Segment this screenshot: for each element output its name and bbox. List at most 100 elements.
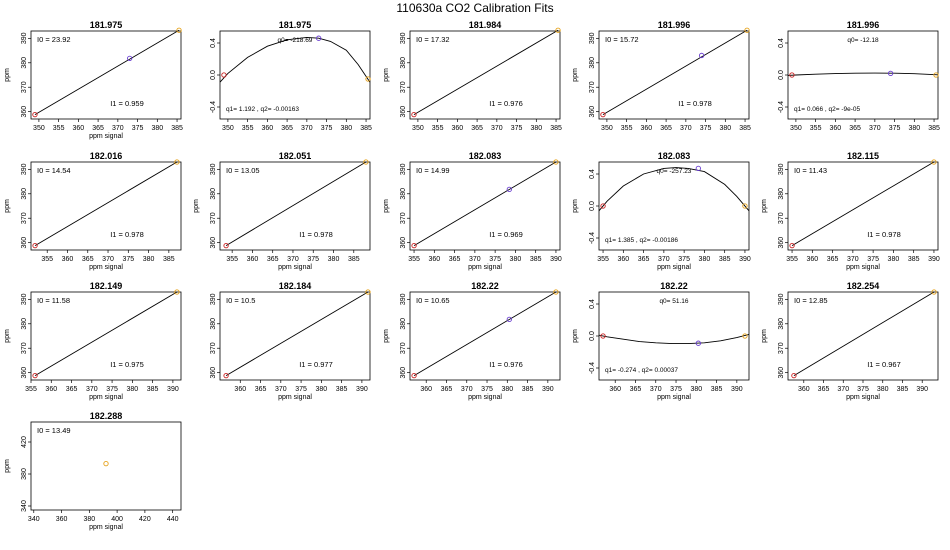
plot-frame [219, 291, 371, 381]
x-axis-label: ppm signal [657, 394, 691, 401]
x-tick-label: 365 [827, 256, 839, 263]
x-tick-label: 375 [889, 125, 901, 132]
x-tick-label: 390 [739, 256, 751, 263]
panel-title: 182.288 [90, 411, 123, 421]
x-tick-label: 385 [711, 386, 723, 393]
x-tick-label: 380 [501, 386, 513, 393]
fit-curve [598, 167, 750, 212]
y-tick-label: 360 [400, 237, 407, 249]
panel-9: 182.083 355 360 365 370 375 380 385 390 -0.4 0.0 0.… [572, 151, 751, 271]
y-axis-label: ppm [4, 68, 11, 82]
data-point [931, 159, 937, 165]
y-tick-label: 370 [400, 81, 407, 93]
y-tick-label: 0.4 [210, 38, 217, 48]
fit-line [791, 161, 935, 246]
annotation-i1: I1 = 0.969 [489, 230, 523, 239]
y-tick-label: 360 [400, 106, 407, 118]
x-tick-label: 385 [897, 386, 909, 393]
x-tick-label: 385 [147, 386, 159, 393]
data-point [176, 27, 182, 33]
x-tick-label: 340 [28, 516, 40, 523]
y-tick-label: 380 [21, 188, 28, 200]
data-point [553, 289, 559, 295]
x-tick-label: 370 [869, 125, 881, 132]
plot-frame [30, 291, 182, 381]
x-tick-label: 360 [420, 386, 432, 393]
x-tick-label: 380 [719, 125, 731, 132]
data-point [695, 340, 701, 346]
data-point [363, 159, 369, 165]
x-tick-label: 420 [139, 516, 151, 523]
annotation-q1-q2: q1= 0.066 , q2= -9e-05 [794, 106, 861, 113]
y-tick-label: 370 [778, 212, 785, 224]
fit-line [34, 161, 178, 246]
figure-title: 110630a CO2 Calibration Fits [396, 1, 554, 15]
x-tick-label: 390 [916, 386, 928, 393]
data-point [931, 289, 937, 295]
x-tick-label: 385 [348, 256, 360, 263]
annotation-i0: I0 = 12.85 [794, 296, 828, 305]
x-tick-label: 370 [275, 386, 287, 393]
y-tick-label: 340 [21, 500, 28, 512]
y-tick-label: 420 [21, 436, 28, 448]
x-tick-label: 385 [360, 125, 372, 132]
x-tick-label: 380 [888, 256, 900, 263]
data-point [506, 316, 512, 323]
annotation-i0: I0 = 11.43 [794, 166, 827, 175]
panel-title: 182.254 [847, 281, 880, 291]
y-tick-label: 360 [210, 367, 217, 379]
x-tick-label: 355 [408, 256, 420, 263]
x-tick-label: 375 [106, 386, 118, 393]
panel-2: 181.975 350 355 360 365 370 375 380 385 -0.4 0.0 0.… [210, 20, 372, 132]
x-tick-label: 375 [321, 125, 333, 132]
annotation-q1-q2: q1= 1.385 , q2= -0.00186 [605, 237, 678, 244]
x-tick-label: 370 [491, 125, 503, 132]
x-axis-label: ppm signal [468, 264, 502, 271]
x-tick-label: 370 [102, 256, 114, 263]
x-tick-label: 375 [122, 256, 134, 263]
y-axis-label: ppm [572, 329, 579, 343]
panel-title: 182.051 [279, 151, 312, 161]
x-axis-label: ppm signal [657, 264, 691, 271]
x-tick-label: 355 [810, 125, 822, 132]
y-tick-label: 390 [589, 32, 596, 44]
y-axis-label: ppm [572, 199, 579, 213]
x-tick-label: 350 [412, 125, 424, 132]
annotation-i1: I1 = 0.978 [867, 230, 901, 239]
panel-title: 182.22 [660, 281, 688, 291]
y-tick-label: 380 [400, 188, 407, 200]
annotation-i1: I1 = 0.967 [867, 360, 901, 369]
x-tick-label: 375 [857, 386, 869, 393]
fit-line [34, 29, 180, 115]
data-point [365, 76, 371, 82]
data-point [600, 111, 606, 118]
y-tick-label: 380 [400, 318, 407, 330]
x-tick-label: 380 [328, 256, 340, 263]
panel-13: 182.22 360 365 370 375 380 385 390 360 370 380 390 p… [383, 281, 561, 401]
x-tick-label: 360 [798, 386, 810, 393]
annotation-i0: I0 = 10.65 [416, 296, 450, 305]
y-tick-label: 380 [21, 318, 28, 330]
plot-frame [30, 161, 182, 251]
x-tick-label: 370 [680, 125, 692, 132]
y-tick-label: 370 [778, 342, 785, 354]
x-tick-label: 360 [247, 256, 259, 263]
y-tick-label: 0.0 [778, 70, 785, 80]
data-point [127, 55, 133, 62]
x-tick-label: 375 [489, 256, 501, 263]
y-tick-label: 0.4 [778, 38, 785, 48]
x-tick-label: 440 [167, 516, 179, 523]
y-axis-label: ppm [4, 459, 11, 473]
fit-line [413, 161, 557, 246]
annotation-i1: I1 = 0.976 [489, 99, 523, 108]
x-tick-label: 370 [650, 386, 662, 393]
fit-line [225, 161, 367, 246]
x-axis-label: ppm signal [89, 524, 123, 531]
y-tick-label: -0.4 [589, 362, 596, 374]
data-point [32, 111, 38, 118]
plot-frame [787, 291, 939, 381]
y-tick-label: 360 [210, 237, 217, 249]
data-point [316, 35, 322, 41]
annotation-i1: I1 = 0.978 [110, 230, 144, 239]
